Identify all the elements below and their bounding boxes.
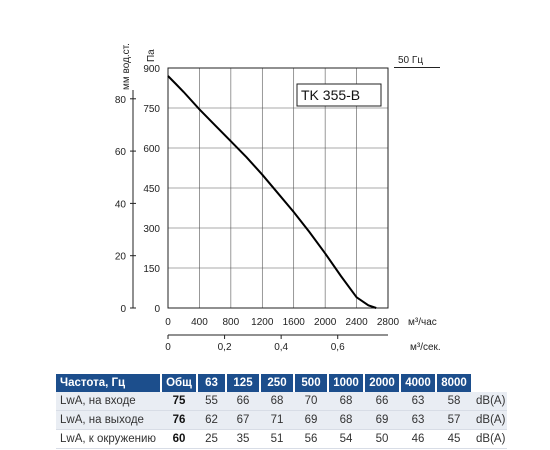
x-tick-label: 2400 <box>345 317 368 328</box>
column-header: 1000 <box>328 374 365 392</box>
chart-grid <box>168 68 388 308</box>
y-right-tick-label: 900 <box>143 64 160 75</box>
table-cell: 45 <box>436 429 472 449</box>
x-axis-m3h: 0 400 800 1200 1600 2000 2400 2800 <box>165 317 399 328</box>
column-header: 2000 <box>364 374 401 392</box>
table-cell: 63 <box>400 410 436 430</box>
x-axis-label: м³/час <box>408 317 437 328</box>
table-cell: 56 <box>294 429 328 449</box>
table-cell: 67 <box>226 410 260 430</box>
x2-tick-label: 0,6 <box>331 342 345 353</box>
x-tick-label: 1600 <box>283 317 306 328</box>
unit-cell: dB(A) <box>472 392 507 411</box>
x2-tick-label: 0 <box>165 342 171 353</box>
table-cell: 60 <box>161 429 197 449</box>
table-cell: 75 <box>161 392 197 411</box>
x-tick-label: 1200 <box>251 317 274 328</box>
column-header: 63 <box>197 374 227 392</box>
series-line <box>167 75 377 309</box>
table-cell: 63 <box>400 392 436 411</box>
x2-tick-label: 0,4 <box>274 342 288 353</box>
column-header: 4000 <box>400 374 437 392</box>
table-cell: 69 <box>364 410 400 430</box>
y-left-tick-label: 0 <box>120 304 126 315</box>
column-header: 250 <box>260 374 295 392</box>
y-axis-mm: 0 20 40 60 80 <box>115 90 136 315</box>
y-right-tick-label: 600 <box>143 144 160 155</box>
table-cell: 69 <box>294 410 328 430</box>
table-cell: 57 <box>436 410 472 430</box>
column-header: 125 <box>226 374 261 392</box>
table-cell: 76 <box>161 410 197 430</box>
table-cell: 54 <box>328 429 364 449</box>
x-tick-label: 2800 <box>377 317 400 328</box>
column-header: 500 <box>294 374 329 392</box>
y-left-tick-label: 60 <box>115 147 127 158</box>
x-axis-m3s: 0 0,2 0,4 0,6 <box>165 334 388 353</box>
table-row: LwA, на входе 75 55 66 68 70 68 66 63 58… <box>56 392 507 411</box>
y-left-tick-label: 20 <box>115 252 127 263</box>
row-label: LwA, на входе <box>56 392 161 411</box>
table-cell: 50 <box>364 429 400 449</box>
frequency-label: 50 Гц <box>398 55 423 66</box>
table-cell: 66 <box>226 392 260 411</box>
y-right-tick-label: 750 <box>143 104 160 115</box>
column-header: Общ <box>161 374 198 392</box>
table-cell: 70 <box>294 392 328 411</box>
frequency-header: Частота, Гц <box>56 374 162 392</box>
x-tick-label: 800 <box>223 317 240 328</box>
column-header: 8000 <box>436 374 473 392</box>
row-label: LwA, к окружению <box>56 429 161 449</box>
noise-table-header: Частота, Гц Общ 63 125 250 500 1000 2000… <box>56 374 507 392</box>
model-label-box <box>296 83 382 107</box>
table-cell: 68 <box>328 410 364 430</box>
plot-frame <box>167 67 389 309</box>
table-cell: 25 <box>197 429 226 449</box>
table-cell: 35 <box>226 429 260 449</box>
y-axis-pa: 0 150 300 450 600 750 900 <box>143 64 160 315</box>
y-right-tick-label: 450 <box>143 184 160 195</box>
table-cell: 58 <box>436 392 472 411</box>
row-label: LwA, на выходе <box>56 410 161 430</box>
y-right-tick-label: 300 <box>143 224 160 235</box>
y-left-tick-label: 80 <box>115 95 127 106</box>
table-cell: 66 <box>364 392 400 411</box>
table-cell: 55 <box>197 392 226 411</box>
table-row: LwA, к окружению 60 25 35 51 56 54 50 46… <box>56 429 507 449</box>
y-right-tick-label: 0 <box>154 304 160 315</box>
x-tick-label: 0 <box>165 317 171 328</box>
y-left-label: мм вод.ст. <box>121 43 132 90</box>
y-right-label: Па <box>146 49 157 62</box>
x-tick-label: 400 <box>191 317 208 328</box>
table-row: LwA, на выходе 76 62 67 71 69 68 69 63 5… <box>56 410 507 430</box>
unit-cell: dB(A) <box>472 429 507 449</box>
model-label: TK 355-B <box>301 87 360 103</box>
x-tick-label: 2000 <box>314 317 337 328</box>
table-cell: 68 <box>328 392 364 411</box>
y-left-tick-label: 40 <box>115 199 127 210</box>
noise-table: Частота, Гц Общ 63 125 250 500 1000 2000… <box>56 374 507 449</box>
y-right-tick-label: 150 <box>143 264 160 275</box>
fan-curve-chart: 0 20 40 60 80 0 150 300 450 600 750 900 0 400 800 120… <box>115 43 441 353</box>
unit-header <box>472 374 507 392</box>
table-cell: 71 <box>260 410 294 430</box>
x2-tick-label: 0,2 <box>218 342 232 353</box>
table-cell: 46 <box>400 429 436 449</box>
x2-axis-label: м³/сек. <box>410 342 441 353</box>
table-cell: 51 <box>260 429 294 449</box>
table-cell: 62 <box>197 410 226 430</box>
table-cell: 68 <box>260 392 294 411</box>
unit-cell: dB(A) <box>472 410 507 430</box>
